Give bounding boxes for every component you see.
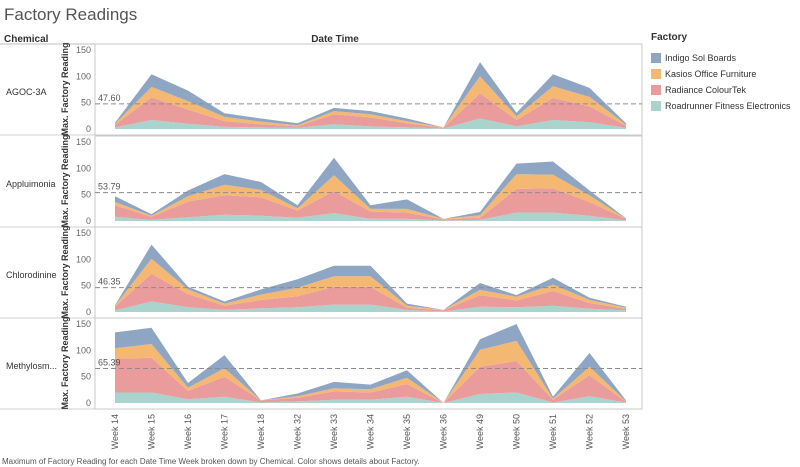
chart-caption: Maximum of Factory Reading for each Date… [2, 457, 420, 466]
x-tick-label: Week 35 [402, 414, 412, 449]
area-roadrunner-fitness-electronics[interactable] [115, 118, 626, 130]
panel-4: Methylosm... Max. Factory Reading 0 50 100 15… [0, 316, 643, 410]
y-tick-label: 150 [76, 228, 91, 238]
panel-frame [94, 317, 643, 410]
area-kasios-office-furniture[interactable] [115, 258, 626, 311]
legend-item-indigo[interactable]: Indigo Sol Boards [651, 50, 799, 66]
y-tick-label: 0 [86, 398, 91, 408]
area-roadrunner-fitness-electronics[interactable] [115, 212, 626, 221]
y-tick-label: 0 [86, 307, 91, 317]
legend-item-kasios[interactable]: Kasios Office Furniture [651, 66, 799, 82]
x-tick-label: Week 50 [512, 414, 522, 449]
legend-label: Indigo Sol Boards [665, 53, 737, 63]
reference-value-label: 46.35 [98, 277, 121, 287]
x-tick-label: Week 34 [366, 414, 376, 449]
y-axis-title: Max. Factory Reading [60, 316, 70, 409]
panel-2: Appluimonia Max. Factory Reading 0 50 100 150… [0, 134, 643, 228]
row-header: Chemical [4, 34, 49, 45]
area-indigo-sol-boards[interactable] [115, 324, 626, 403]
reference-value-label: 47.60 [98, 93, 121, 103]
x-tick-label: Week 36 [439, 414, 449, 449]
chemical-label: AGOC-3A [6, 87, 47, 97]
legend-item-radiance[interactable]: Radiance ColourTek [651, 82, 799, 98]
page-title: Factory Readings [4, 5, 138, 24]
area-indigo-sol-boards[interactable] [115, 157, 626, 219]
x-tick-label: Week 32 [293, 414, 303, 449]
panel-3: Chlorodinine Max. Factory Reading 0 50 100 15… [0, 225, 643, 319]
column-header: Date Time [311, 34, 359, 45]
y-axis-title: Max. Factory Reading [60, 225, 70, 318]
legend-label: Radiance ColourTek [665, 85, 747, 95]
legend: Factory Indigo Sol Boards Kasios Office … [651, 32, 799, 114]
x-tick-label: Week 53 [621, 414, 631, 449]
legend-swatch-icon [651, 53, 661, 63]
x-tick-label: Week 17 [220, 414, 230, 449]
y-tick-label: 50 [81, 190, 91, 200]
area-roadrunner-fitness-electronics[interactable] [115, 392, 626, 404]
legend-item-roadrunner[interactable]: Roadrunner Fitness Electronics [651, 98, 799, 114]
x-tick-label: Week 18 [256, 414, 266, 449]
area-radiance-colourtek[interactable] [115, 188, 626, 221]
y-axis-title: Max. Factory Reading [60, 42, 70, 135]
chemical-label: Methylosm... [6, 361, 57, 371]
panel-frame [94, 43, 643, 136]
y-tick-label: 100 [76, 71, 91, 81]
area-radiance-colourtek[interactable] [115, 273, 626, 312]
reference-value-label: 53.79 [98, 182, 121, 192]
legend-label: Kasios Office Furniture [665, 69, 757, 79]
chemical-label: Chlorodinine [6, 270, 57, 280]
panel-1: AGOC-3A Max. Factory Reading 0 50 100 150 47.6… [0, 42, 643, 136]
x-tick-label: Week 15 [147, 414, 157, 449]
x-tick-label: Week 49 [475, 414, 485, 449]
legend-title: Factory [651, 32, 688, 43]
y-tick-label: 50 [81, 281, 91, 291]
y-tick-label: 100 [76, 254, 91, 264]
area-kasios-office-furniture[interactable] [115, 174, 626, 220]
y-tick-label: 150 [76, 137, 91, 147]
y-tick-label: 150 [76, 319, 91, 329]
x-tick-label: Week 33 [329, 414, 339, 449]
y-tick-label: 100 [76, 163, 91, 173]
x-tick-label: Week 51 [548, 414, 558, 449]
y-tick-label: 0 [86, 124, 91, 134]
y-tick-label: 100 [76, 345, 91, 355]
legend-swatch-icon [651, 101, 661, 111]
reference-value-label: 65.39 [98, 358, 121, 368]
y-tick-label: 0 [86, 216, 91, 226]
y-tick-label: 50 [81, 98, 91, 108]
area-radiance-colourtek[interactable] [115, 93, 626, 129]
legend-label: Roadrunner Fitness Electronics [665, 101, 791, 111]
chemical-label: Appluimonia [6, 179, 56, 189]
y-tick-label: 150 [76, 45, 91, 55]
legend-swatch-icon [651, 85, 661, 95]
legend-swatch-icon [651, 69, 661, 79]
x-tick-label: Week 14 [110, 414, 120, 449]
y-tick-label: 50 [81, 372, 91, 382]
x-axis: Week 14 Week 15 Week 16 Week 17 Week 18 Week … [110, 414, 631, 449]
area-roadrunner-fitness-electronics[interactable] [115, 301, 626, 313]
y-axis-title: Max. Factory Reading [60, 134, 70, 227]
x-tick-label: Week 52 [585, 414, 595, 449]
x-tick-label: Week 16 [183, 414, 193, 449]
area-kasios-office-furniture[interactable] [115, 340, 626, 403]
